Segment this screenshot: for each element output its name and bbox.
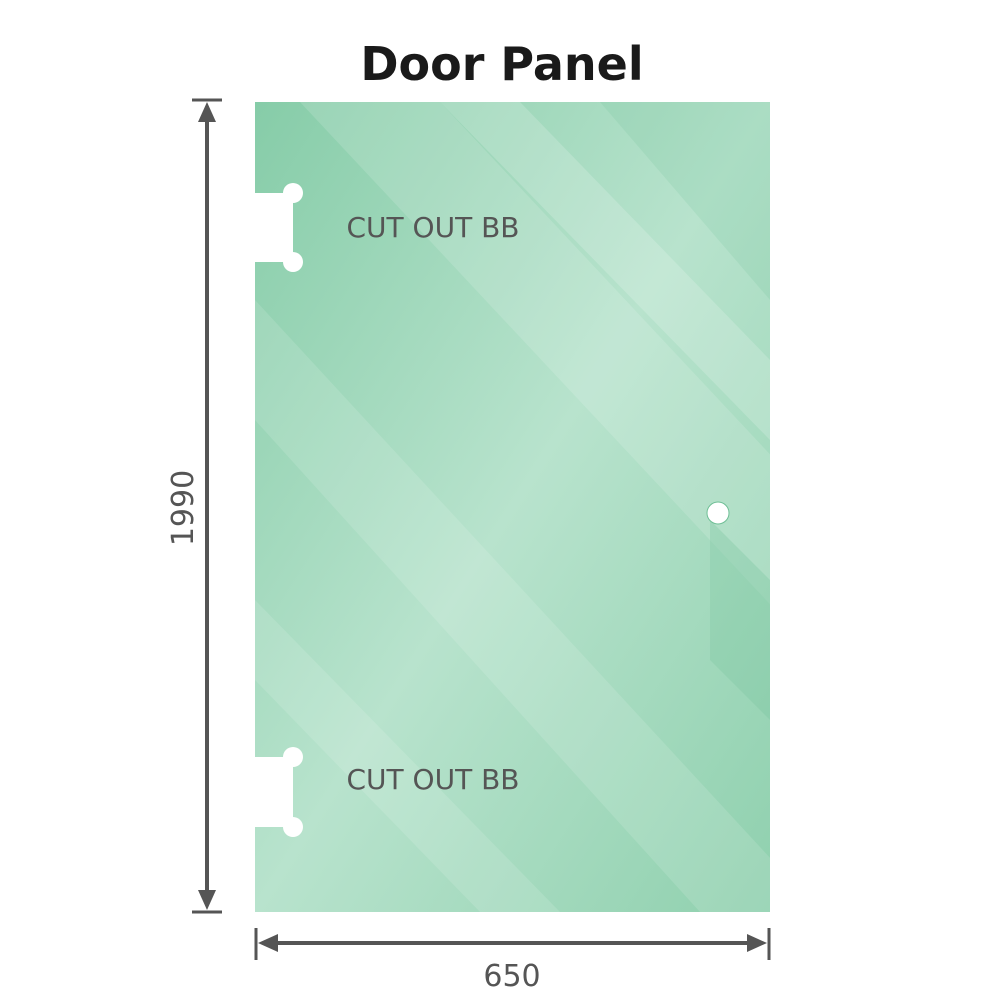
diagram-title: Door Panel — [360, 37, 643, 91]
glass-panel — [255, 102, 770, 912]
height-dimension-line — [192, 98, 222, 914]
cutout-label-bottom: CUT OUT BB — [346, 763, 519, 796]
width-label: 650 — [483, 959, 540, 994]
arrow-right-icon — [747, 934, 767, 952]
arrow-up-icon — [198, 102, 216, 122]
cutout-top — [253, 183, 303, 272]
cutout-bottom — [253, 747, 303, 837]
arrow-down-icon — [198, 890, 216, 910]
handle-hole — [706, 501, 730, 525]
cutout-label-top: CUT OUT BB — [346, 211, 519, 244]
width-dimension-line — [254, 928, 771, 960]
arrow-left-icon — [258, 934, 278, 952]
height-label: 1990 — [166, 470, 201, 546]
